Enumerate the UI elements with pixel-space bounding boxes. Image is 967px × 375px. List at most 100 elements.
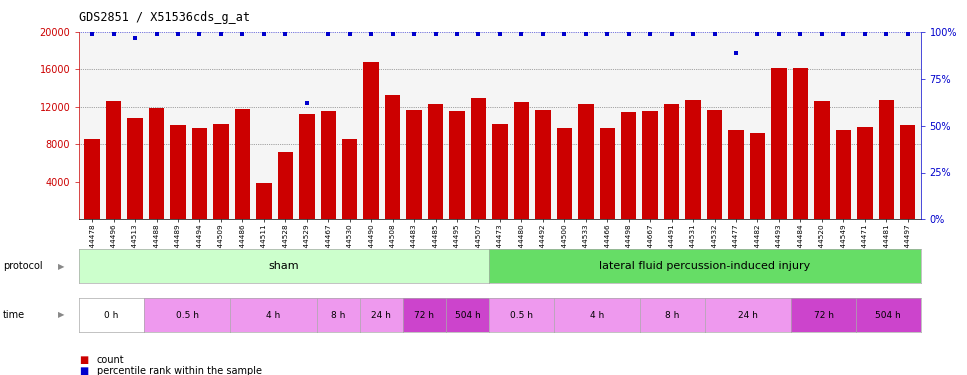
Point — [857, 31, 872, 37]
Text: 4 h: 4 h — [590, 310, 604, 320]
Text: ■: ■ — [79, 366, 89, 375]
Bar — [749, 133, 765, 219]
Point — [492, 31, 508, 37]
Point — [406, 31, 422, 37]
Point — [128, 34, 143, 40]
Point — [278, 31, 293, 37]
Text: lateral fluid percussion-induced injury: lateral fluid percussion-induced injury — [600, 261, 810, 271]
Bar — [513, 102, 529, 219]
Point — [793, 31, 808, 37]
Point — [299, 100, 314, 106]
Point — [427, 31, 443, 37]
Point — [191, 31, 207, 37]
Bar — [600, 128, 615, 219]
Bar — [814, 101, 830, 219]
Bar — [557, 128, 572, 219]
Bar — [450, 111, 465, 219]
Point — [385, 31, 400, 37]
Point — [814, 31, 830, 37]
Bar — [707, 110, 722, 219]
Point — [364, 31, 379, 37]
Bar — [106, 101, 122, 219]
Point — [106, 31, 122, 37]
Bar — [235, 109, 250, 219]
Point — [749, 31, 765, 37]
Point — [878, 31, 894, 37]
Text: 0.5 h: 0.5 h — [176, 310, 198, 320]
Point — [256, 31, 272, 37]
Point — [535, 31, 550, 37]
Point — [772, 31, 787, 37]
Bar — [835, 130, 851, 219]
Text: 8 h: 8 h — [331, 310, 345, 320]
Point — [728, 50, 744, 55]
Point — [642, 31, 658, 37]
Bar — [578, 104, 594, 219]
Text: ■: ■ — [79, 355, 89, 365]
Bar — [364, 62, 379, 219]
Text: time: time — [3, 310, 25, 320]
Text: ▶: ▶ — [58, 310, 65, 320]
Point — [621, 31, 636, 37]
Bar — [170, 124, 186, 219]
Text: protocol: protocol — [3, 261, 43, 271]
Text: 504 h: 504 h — [454, 310, 481, 320]
Text: count: count — [97, 355, 125, 365]
Text: 4 h: 4 h — [266, 310, 280, 320]
Bar — [191, 128, 207, 219]
Point — [578, 31, 594, 37]
Bar — [320, 111, 336, 219]
Bar — [857, 127, 872, 219]
Bar — [642, 111, 658, 219]
Point — [900, 31, 916, 37]
Bar — [406, 110, 422, 219]
Bar — [256, 183, 272, 219]
Bar — [664, 104, 680, 219]
Point — [320, 31, 336, 37]
Point — [213, 31, 228, 37]
Text: 24 h: 24 h — [371, 310, 392, 320]
Point — [450, 31, 465, 37]
Point — [149, 31, 164, 37]
Point — [342, 31, 358, 37]
Bar — [793, 68, 808, 219]
Point — [600, 31, 615, 37]
Text: 72 h: 72 h — [813, 310, 834, 320]
Bar — [149, 108, 164, 219]
Text: ▶: ▶ — [58, 262, 65, 271]
Bar — [878, 100, 894, 219]
Bar — [621, 112, 636, 219]
Bar — [213, 124, 228, 219]
Bar — [84, 139, 100, 219]
Bar — [342, 139, 358, 219]
Point — [835, 31, 851, 37]
Text: 24 h: 24 h — [738, 310, 758, 320]
Text: 72 h: 72 h — [415, 310, 434, 320]
Bar — [471, 98, 486, 219]
Text: 0.5 h: 0.5 h — [510, 310, 533, 320]
Point — [707, 31, 722, 37]
Point — [170, 31, 186, 37]
Point — [686, 31, 701, 37]
Text: 504 h: 504 h — [875, 310, 901, 320]
Bar — [492, 124, 508, 219]
Bar — [427, 104, 443, 219]
Bar — [728, 130, 744, 219]
Point — [557, 31, 572, 37]
Text: 8 h: 8 h — [665, 310, 680, 320]
Bar — [385, 95, 400, 219]
Bar — [128, 118, 143, 219]
Text: percentile rank within the sample: percentile rank within the sample — [97, 366, 262, 375]
Point — [235, 31, 250, 37]
Bar — [299, 114, 314, 219]
Point — [84, 31, 100, 37]
Text: 0 h: 0 h — [104, 310, 119, 320]
Bar — [535, 110, 550, 219]
Bar — [900, 124, 916, 219]
Bar — [278, 152, 293, 219]
Point — [471, 31, 486, 37]
Point — [513, 31, 529, 37]
Text: GDS2851 / X51536cds_g_at: GDS2851 / X51536cds_g_at — [79, 11, 250, 24]
Point — [664, 31, 680, 37]
Bar — [686, 100, 701, 219]
